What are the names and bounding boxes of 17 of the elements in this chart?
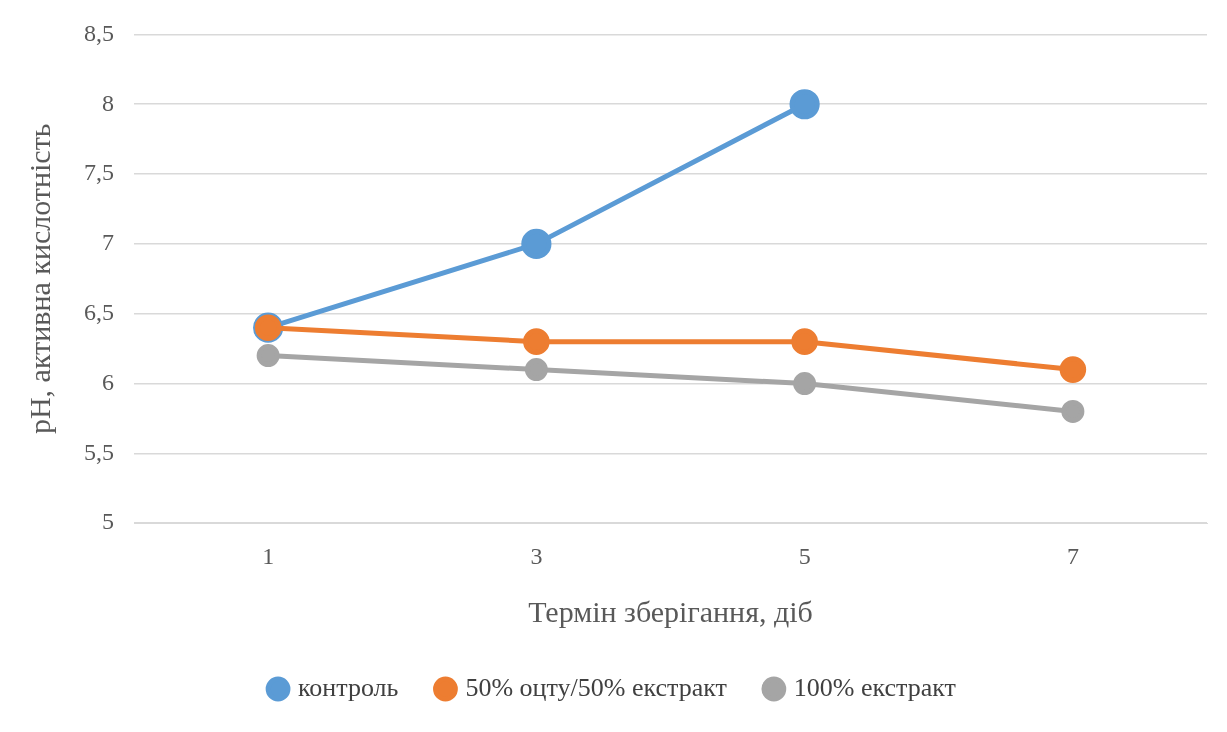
x-tick-label: 7 [1066, 542, 1079, 569]
legend-label: 100% екстракт [793, 672, 956, 702]
y-tick-label: 6,5 [84, 299, 114, 326]
y-tick-label: 6 [102, 368, 114, 395]
y-tick-label: 7,5 [84, 159, 114, 186]
y-tick-label: 8 [102, 89, 114, 116]
legend-label: контроль [298, 672, 399, 702]
y-tick-label: 8,5 [84, 19, 114, 46]
legend-label: 50% оцту/50% екстракт [465, 672, 727, 702]
y-tick-label: 5,5 [84, 438, 114, 465]
x-tick-label: 5 [798, 542, 811, 569]
x-tick-label: 1 [262, 542, 275, 569]
x-axis-title: Термін зберігання, діб [528, 594, 813, 628]
y-tick-label: 5 [102, 508, 114, 535]
y-axis-title: pH, активна кислотність [22, 123, 56, 435]
x-tick-label: 3 [530, 542, 543, 569]
y-tick-label: 7 [102, 229, 114, 256]
